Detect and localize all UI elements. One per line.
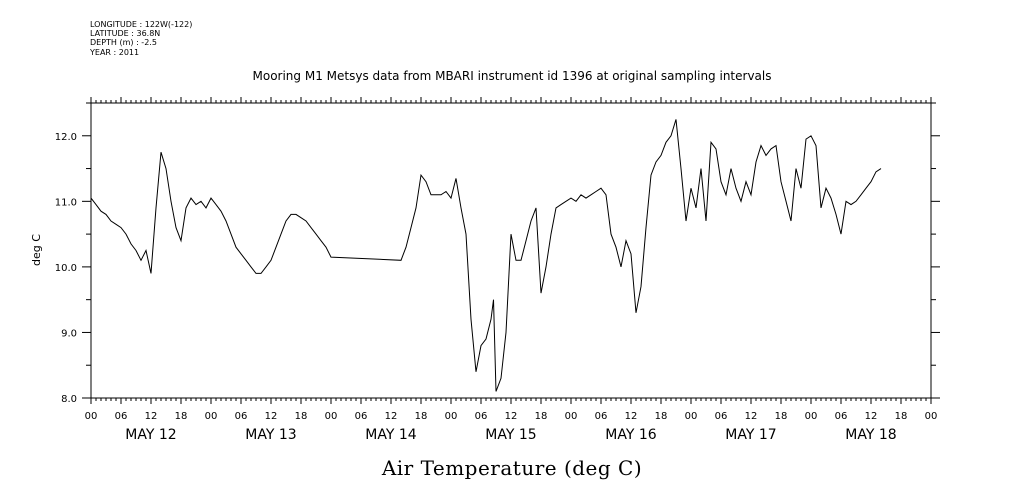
x-tick-label: 12 (745, 411, 758, 422)
day-label: MAY 15 (485, 427, 536, 443)
chart-title: Mooring M1 Metsys data from MBARI instru… (253, 69, 772, 83)
x-tick-label: 06 (355, 411, 368, 422)
x-tick-label: 06 (715, 411, 728, 422)
x-tick-label: 00 (565, 411, 578, 422)
x-tick-labels: 00 06 12 18 00 06 12 18 00 06 12 18 00 06 12 18 00 06 12 18… (85, 411, 938, 422)
day-label: MAY 16 (605, 427, 656, 443)
x-tick-label: 18 (295, 411, 308, 422)
x-tick-label: 06 (475, 411, 488, 422)
x-tick-label: 00 (925, 411, 938, 422)
x-tick-label: 00 (205, 411, 218, 422)
x-tick-label: 12 (625, 411, 638, 422)
y-tick-label: 11.0 (55, 197, 77, 208)
x-tick-label: 18 (775, 411, 788, 422)
day-label: MAY 14 (365, 427, 416, 443)
x-tick-label: 06 (595, 411, 608, 422)
x-tick-label: 00 (85, 411, 98, 422)
x-tick-label: 18 (415, 411, 428, 422)
x-tick-label: 18 (655, 411, 668, 422)
x-tick-label: 12 (505, 411, 518, 422)
depth-text: DEPTH (m) : -2.5 (90, 38, 157, 48)
x-tick-label: 12 (265, 411, 278, 422)
x-tick-label: 00 (805, 411, 818, 422)
x-tick-label: 06 (115, 411, 128, 422)
y-tick-label: 10.0 (55, 263, 77, 274)
day-label: MAY 12 (125, 427, 176, 443)
day-label: MAY 17 (725, 427, 776, 443)
y-tick-label: 12.0 (55, 132, 77, 143)
day-label: MAY 13 (245, 427, 296, 443)
y-tick-label: 9.0 (61, 328, 77, 339)
x-tick-label: 12 (145, 411, 158, 422)
x-tick-label: 18 (175, 411, 188, 422)
day-label: MAY 18 (845, 427, 896, 443)
series-line-air-temperature (90, 119, 882, 392)
x-tick-label: 06 (835, 411, 848, 422)
x-tick-label: 06 (235, 411, 248, 422)
day-labels: MAY 12 MAY 13 MAY 14 MAY 15 MAY 16 MAY 17 MAY … (125, 427, 896, 443)
x-tick-label: 12 (865, 411, 878, 422)
y-tick-label: 8.0 (61, 394, 77, 405)
x-tick-label: 18 (535, 411, 548, 422)
x-tick-label: 12 (385, 411, 398, 422)
axis-ticks (82, 97, 940, 404)
x-tick-label: 00 (685, 411, 698, 422)
longitude-text: LONGITUDE : 122W(-122) (90, 20, 193, 29)
station-metadata: LONGITUDE : 122W(-122) LATITUDE : 36.8N … (90, 20, 192, 57)
y-tick-labels: 8.0 9.0 10.0 11.0 12.0 (55, 132, 77, 405)
y-axis-label: deg C (30, 234, 43, 266)
year-text: YEAR : 2011 (90, 47, 140, 57)
x-axis-label: Air Temperature (deg C) (381, 456, 642, 480)
x-tick-label: 00 (445, 411, 458, 422)
x-tick-label: 18 (895, 411, 908, 422)
x-tick-label: 00 (325, 411, 338, 422)
latitude-text: LATITUDE : 36.8N (90, 29, 161, 39)
